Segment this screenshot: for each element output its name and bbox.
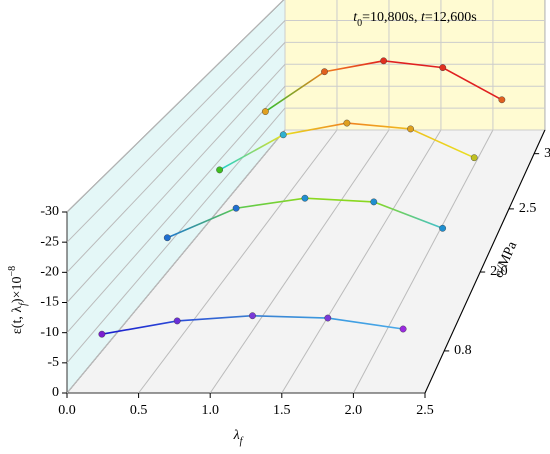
y-tick-label: -20: [40, 265, 59, 280]
z-axis: [424, 129, 546, 394]
y-axis-label-part: ε(t, λ: [10, 306, 25, 334]
y-axis-label-part: f: [18, 302, 29, 306]
x-axis-label: λf: [233, 428, 244, 447]
grid-line: [66, 85, 286, 333]
y-tick-label: -10: [40, 325, 59, 340]
point: [439, 64, 447, 72]
annotation-part: =10,800s,: [362, 10, 421, 25]
point: [321, 68, 328, 76]
y-tick-label: 0: [52, 385, 59, 400]
annotation-part: t: [421, 10, 426, 25]
z-tick-label: 3.0: [544, 146, 550, 161]
point: [301, 194, 309, 202]
y-tick-label: -30: [40, 204, 59, 219]
annotation-part: 0: [357, 18, 362, 29]
x-tick-label: 0.0: [58, 403, 76, 418]
z-axis-label: σ/MPa: [491, 239, 520, 280]
x-tick-label: 2.5: [416, 403, 434, 418]
point: [470, 154, 478, 162]
point: [399, 325, 407, 333]
grid-line: [138, 129, 338, 394]
z-tick-label: 0.8: [454, 343, 472, 358]
x-tick-label: 1.5: [273, 403, 291, 418]
x-axis-label-part: λ: [233, 428, 240, 443]
x-tick-label: 1.0: [201, 403, 219, 418]
grid-line: [352, 129, 494, 394]
point: [98, 330, 106, 338]
point: [261, 108, 269, 115]
point: [370, 198, 378, 206]
grid-line: [66, 20, 286, 243]
y-tick-label: -25: [40, 234, 59, 249]
y-tick-label: -5: [47, 355, 59, 370]
y-tick-label: -15: [40, 295, 59, 310]
z-tick-label: 2.0: [490, 264, 508, 279]
y-axis-label-part: −8: [7, 266, 18, 277]
point: [249, 312, 256, 320]
point: [407, 125, 414, 133]
x-tick-label: 2.0: [345, 403, 363, 418]
point: [173, 317, 181, 325]
point: [498, 96, 506, 104]
grid-line: [66, 63, 286, 303]
x-tick-label: 0.5: [130, 403, 148, 418]
point: [163, 234, 171, 242]
grid-line: [66, 107, 286, 364]
y-axis-label: ε(t, λf)×10−8: [7, 266, 29, 334]
point: [439, 224, 447, 232]
point: [380, 57, 388, 65]
point: [232, 204, 240, 212]
x-axis-label-part: f: [240, 436, 244, 447]
grid-line: [66, 42, 286, 273]
annotation-part: t: [353, 10, 358, 25]
grid-line: [209, 129, 390, 394]
annotation: t0=10,800s, t=12,600s: [353, 10, 476, 29]
point: [324, 314, 332, 322]
grid-line: [281, 129, 442, 394]
point: [216, 166, 224, 174]
grid-line: [66, 0, 285, 213]
point: [279, 131, 287, 139]
y-axis-label-part: )×10: [10, 277, 25, 304]
point: [343, 119, 351, 127]
z-tick-label: 2.5: [519, 201, 537, 216]
grid-line: [66, 129, 286, 394]
annotation-part: =12,600s: [425, 10, 477, 25]
